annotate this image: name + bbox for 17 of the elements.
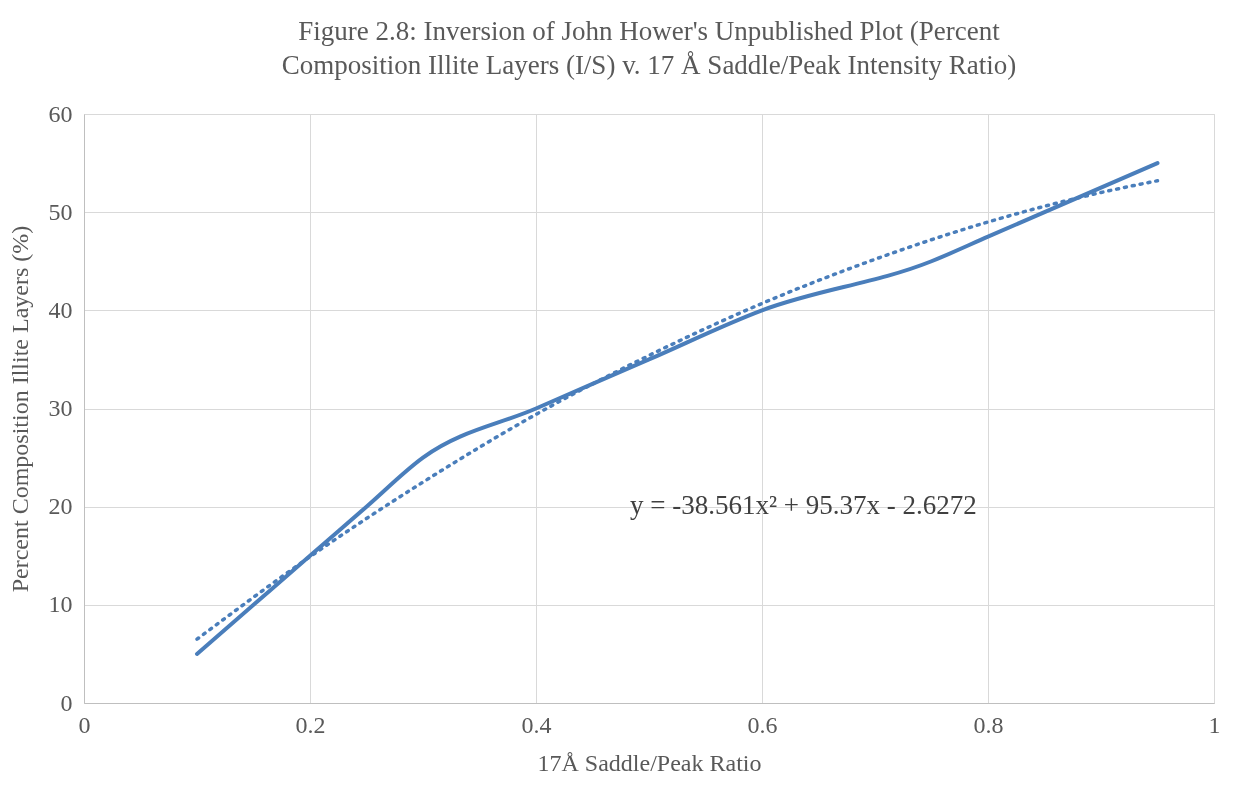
annotation: y = -38.561x² + 95.37x - 2.6272: [630, 490, 977, 520]
x-tick-label: 0.6: [747, 711, 778, 738]
x-tick-label: 1: [1208, 711, 1221, 738]
chart-title: Figure 2.8: Inversion of John Hower's Unpublished Plot (Percent Composition Illite Layers (I/S) v. 17 Å Saddle/Peak Intensity Ratio): [281, 16, 1017, 80]
x-tick-label: 0: [78, 711, 91, 738]
x-tick-label: 0.4: [521, 711, 552, 738]
y-axis-title: Percent Composition Illite Layers (%): [6, 225, 33, 593]
y-tick-label: 60: [48, 100, 73, 127]
x-tick-label: 0.2: [295, 711, 326, 738]
y-tick-label: 10: [48, 591, 73, 618]
y-tick-label: 50: [48, 198, 73, 225]
y-tick-label: 30: [48, 395, 73, 421]
y-tick-label: 40: [48, 296, 73, 323]
x-axis-title: 17Å Saddle/Peak Ratio: [537, 749, 762, 776]
x-tick-label: 0.8: [973, 711, 1004, 738]
y-tick-label: 0: [60, 689, 73, 716]
y-tick-label: 20: [48, 493, 73, 520]
